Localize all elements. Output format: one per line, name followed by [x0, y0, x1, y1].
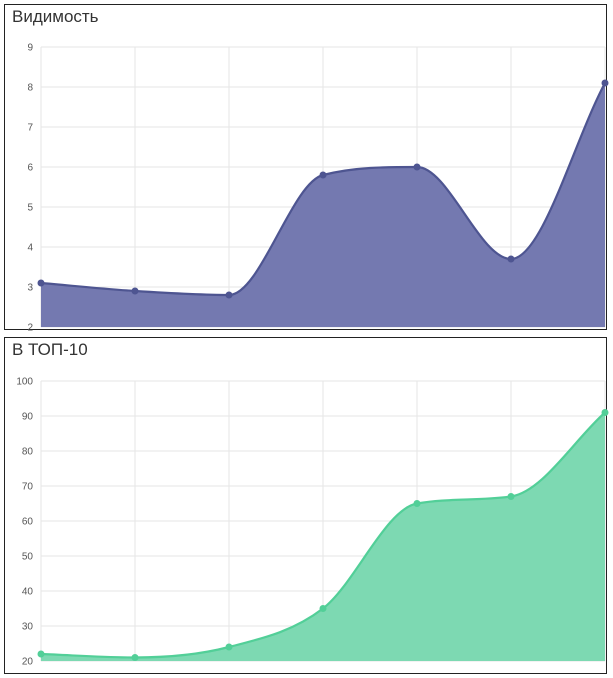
series-line [40, 82, 606, 297]
series-area [41, 83, 605, 327]
visibility-chart-panel: Видимость 2 3 4 5 6 7 8 9 [4, 4, 609, 334]
y-tick-label: 2 [27, 323, 33, 334]
y-tick-label: 20 [22, 657, 34, 668]
y-tick-label: 90 [22, 412, 34, 423]
top10-chart: 20 30 40 50 60 70 80 90 100 [16, 377, 609, 668]
y-tick-label: 7 [27, 123, 33, 134]
data-point [413, 163, 421, 171]
data-point [507, 255, 515, 263]
y-tick-label: 60 [22, 517, 34, 528]
y-tick-label: 3 [27, 283, 33, 294]
data-point [225, 291, 233, 299]
data-point [319, 171, 327, 179]
top10-chart-panel: В ТОП-10 20 30 40 50 60 70 80 90 100 [4, 337, 609, 674]
data-point [225, 643, 233, 651]
data-point [601, 79, 609, 87]
y-tick-label: 80 [22, 447, 34, 458]
y-tick-label: 8 [27, 83, 33, 94]
data-point [507, 493, 515, 500]
y-tick-label: 100 [16, 377, 33, 388]
chart-title: В ТОП-10 [12, 340, 88, 359]
y-tick-label: 4 [27, 243, 33, 254]
data-point [131, 654, 139, 661]
y-tick-label: 50 [22, 552, 34, 563]
y-tick-label: 40 [22, 587, 34, 598]
data-point [37, 279, 45, 287]
visibility-chart: 2 3 4 5 6 7 8 9 [27, 43, 609, 334]
data-point [319, 605, 327, 612]
y-tick-label: 9 [27, 43, 33, 54]
y-tick-label: 5 [27, 203, 33, 214]
y-tick-label: 30 [22, 622, 34, 633]
data-point [601, 409, 609, 416]
chart-title: Видимость [12, 7, 99, 26]
data-point [131, 287, 139, 295]
y-tick-label: 6 [27, 163, 33, 174]
y-tick-label: 70 [22, 482, 34, 493]
data-point [37, 650, 45, 658]
data-point [413, 500, 421, 507]
series-area [41, 412, 605, 661]
